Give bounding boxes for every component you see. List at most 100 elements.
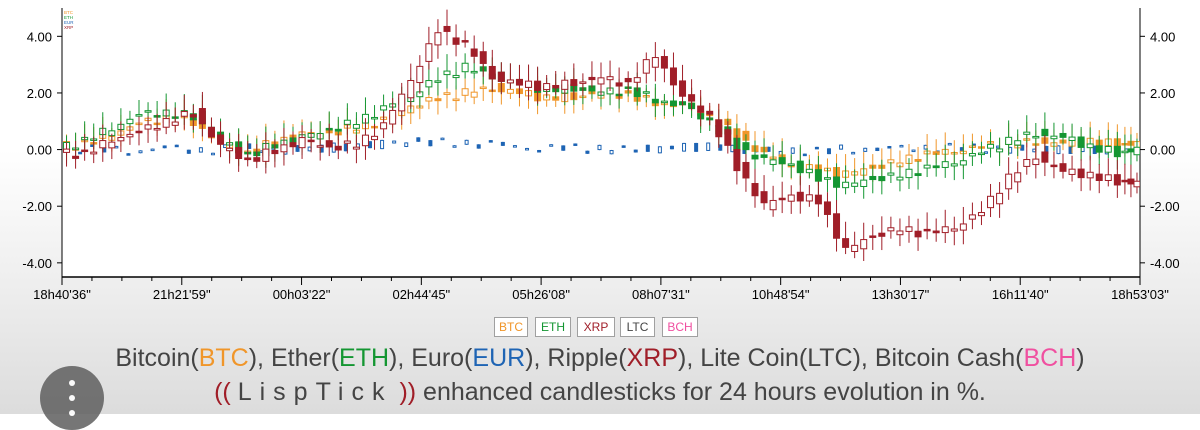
caption-part: BTC <box>198 344 249 372</box>
mini-legend-eth: ETH <box>64 15 73 20</box>
candle-body-xrp <box>932 230 940 234</box>
legend-item-eth[interactable]: ETH <box>535 317 571 337</box>
candle-body-xrp <box>760 191 768 204</box>
y-tick-label-left: 2.00 <box>27 86 52 101</box>
caption-part: ), Lite Coin(LTC), Bitcoin Cash( <box>678 344 1024 372</box>
candle-body-xrp <box>959 223 967 231</box>
candle-body-eth <box>352 124 360 129</box>
candle-body-xrp <box>651 57 659 68</box>
candle-body-eur <box>947 142 952 146</box>
candle-body-eur <box>839 144 844 150</box>
candle-body-xrp <box>361 134 369 147</box>
candle-body-eur <box>198 147 203 153</box>
candle-body-eth <box>842 181 850 189</box>
candle-body-eth <box>941 161 949 168</box>
candle-body-xrp <box>869 235 877 238</box>
candle-body-xrp <box>371 135 379 141</box>
candle-body-eur <box>561 145 566 151</box>
candle-body-eur <box>657 146 662 154</box>
y-tick-label-left: 4.00 <box>27 29 52 44</box>
y-tick-label-right: -2.00 <box>1150 199 1180 214</box>
x-tick-label: 18h53'03" <box>1111 287 1169 302</box>
caption-line-2: (( LispTick )) enhanced candlesticks for… <box>0 378 1200 407</box>
candle-body-eth <box>860 179 868 187</box>
candle-body-eur <box>826 148 831 155</box>
candle-body-xrp <box>72 155 80 159</box>
candle-body-eur <box>162 145 167 149</box>
candle-body-xrp <box>950 228 958 232</box>
candle-body-eth <box>1023 131 1031 135</box>
candle-body-eur <box>186 149 191 154</box>
candle-body-xrp <box>534 80 542 91</box>
candle-body-eth <box>805 168 813 174</box>
candle-body-eth <box>1014 140 1022 146</box>
candle-body-eth <box>796 160 804 174</box>
candle-body-xrp <box>842 238 850 248</box>
candle-body-eth <box>1133 146 1140 156</box>
candle-body-eth <box>760 154 768 158</box>
caption-line-1: Bitcoin(BTC), Ether(ETH), Euro(EUR), Rip… <box>0 344 1200 373</box>
candle-body-eur <box>621 145 626 148</box>
candle-body-btc <box>479 86 487 90</box>
candle-body-btc <box>461 88 469 96</box>
candle-body-eth <box>896 176 904 181</box>
series-xrp <box>63 9 1140 262</box>
caption-part: ETH <box>339 344 390 372</box>
candle-body-eth <box>371 116 379 120</box>
candle-body-eur <box>428 140 433 147</box>
candle-body-xrp <box>706 110 714 115</box>
candle-body-eur <box>174 144 179 148</box>
candle-body-xrp <box>597 77 605 85</box>
candle-body-eur <box>790 147 795 154</box>
candle-body-xrp <box>262 148 270 162</box>
candle-body-eth <box>1032 135 1040 139</box>
candle-body-eur <box>682 142 687 152</box>
y-tick-label-right: 0.00 <box>1150 143 1175 158</box>
candle-body-eth <box>461 62 469 73</box>
candle-body-xrp <box>914 230 922 238</box>
candle-body-xrp <box>108 141 116 149</box>
candle-body-xrp <box>298 137 306 149</box>
candle-body-xrp <box>244 157 252 161</box>
candle-body-eur <box>78 151 83 155</box>
candle-body-xrp <box>126 133 134 138</box>
legend-item-ltc[interactable]: LTC <box>620 317 655 337</box>
candle-body-xrp <box>407 80 415 99</box>
candle-body-xrp <box>497 71 505 82</box>
candle-body-xrp <box>1059 163 1067 172</box>
x-tick-label: 00h03'22" <box>273 287 331 302</box>
candle-body-xrp <box>488 65 496 80</box>
candle-body-xrp <box>235 147 243 160</box>
candle-body-eur <box>525 147 530 151</box>
candle-body-xrp <box>271 149 279 155</box>
candle-body-xrp <box>615 82 623 87</box>
caption-part: XRP <box>626 344 679 372</box>
candle-body-eur <box>416 137 421 142</box>
candle-body-xrp <box>660 56 668 69</box>
candle-body-eth <box>425 80 433 88</box>
y-tick-label-left: 0.00 <box>27 143 52 158</box>
candle-body-eth <box>334 128 342 132</box>
candle-body-xrp <box>316 145 324 148</box>
candle-body-xrp <box>833 213 841 239</box>
candle-body-eur <box>1056 145 1061 155</box>
candle-body-eur <box>392 140 397 144</box>
more-vertical-icon[interactable] <box>40 366 104 430</box>
candle-body-eth <box>823 177 831 180</box>
legend-item-xrp[interactable]: XRP <box>577 317 615 337</box>
candle-body-eur <box>452 145 457 148</box>
candle-body-xrp <box>389 109 397 125</box>
candle-body-eth <box>470 70 478 74</box>
candle-body-xrp <box>860 239 868 250</box>
legend-item-bch[interactable]: BCH <box>662 317 698 337</box>
candle-body-eth <box>977 152 985 156</box>
candle-body-eur <box>464 139 469 145</box>
x-tick-label: 05h26'08" <box>512 287 570 302</box>
candle-body-eth <box>1121 150 1129 154</box>
candle-body-xrp <box>814 194 822 205</box>
candle-body-xrp <box>189 114 197 118</box>
legend-item-btc[interactable]: BTC <box>494 317 528 337</box>
candle-body-eth <box>751 154 759 160</box>
candle-body-eur <box>440 137 445 141</box>
